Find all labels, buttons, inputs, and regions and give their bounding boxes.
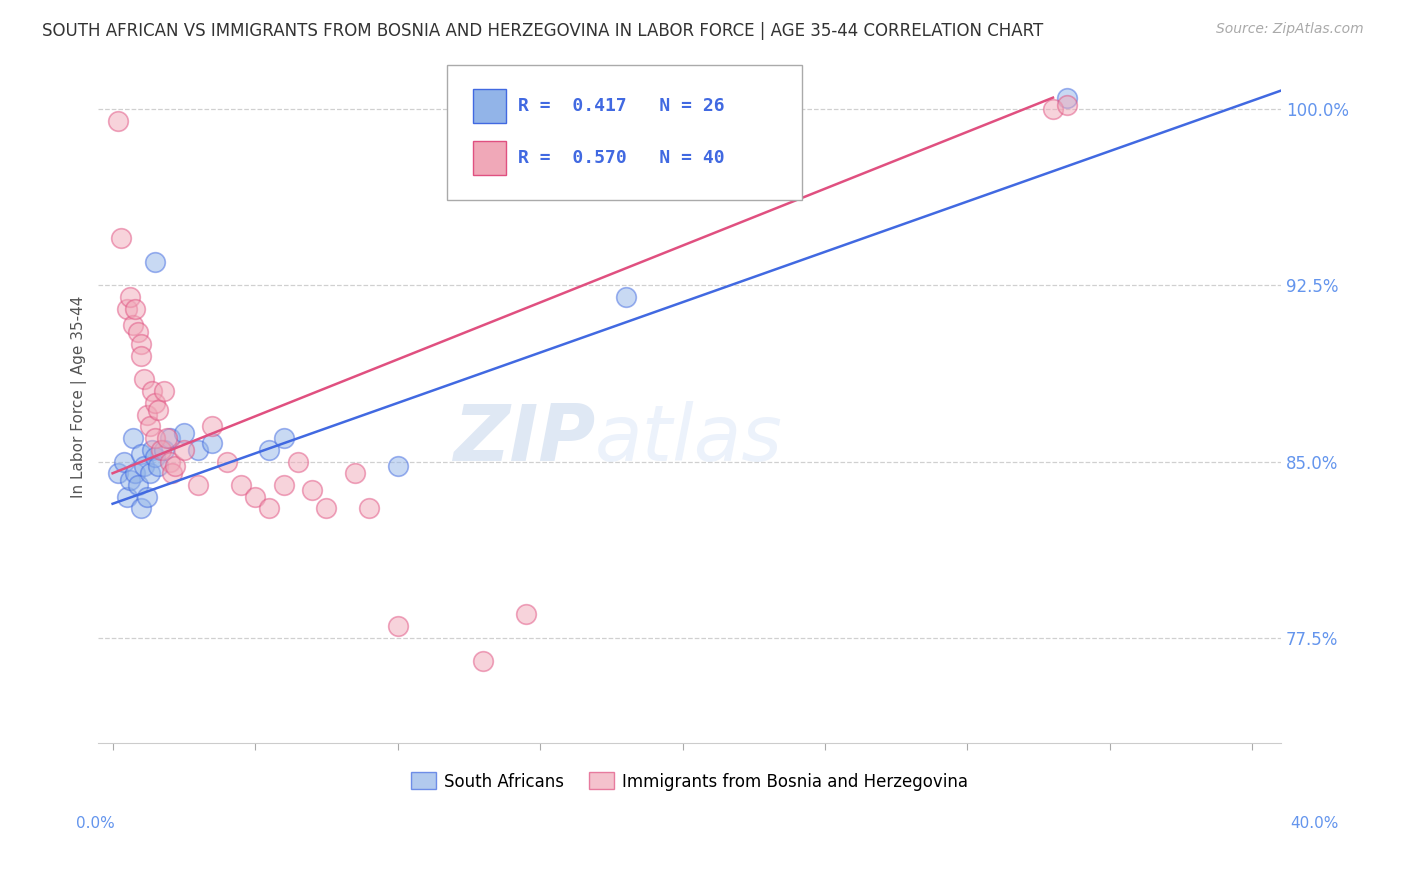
Point	[118, 290, 141, 304]
Point	[387, 619, 409, 633]
Point	[159, 454, 181, 468]
Point	[121, 318, 143, 333]
Point	[124, 467, 146, 481]
Point	[143, 396, 166, 410]
Point	[259, 442, 281, 457]
Point	[387, 459, 409, 474]
Point	[515, 607, 537, 621]
Point	[287, 454, 309, 468]
FancyBboxPatch shape	[447, 64, 801, 200]
Point	[229, 478, 252, 492]
Point	[141, 384, 163, 398]
Point	[129, 448, 152, 462]
FancyBboxPatch shape	[474, 89, 506, 123]
Point	[215, 454, 238, 468]
Point	[141, 442, 163, 457]
Point	[1042, 103, 1064, 117]
Point	[187, 478, 209, 492]
Y-axis label: In Labor Force | Age 35-44: In Labor Force | Age 35-44	[72, 296, 87, 498]
Point	[201, 419, 224, 434]
Point	[1056, 90, 1078, 104]
Point	[132, 459, 155, 474]
Point	[173, 442, 195, 457]
Point	[135, 490, 157, 504]
Point	[273, 431, 295, 445]
Point	[148, 402, 170, 417]
Point	[138, 467, 160, 481]
Point	[135, 408, 157, 422]
Point	[614, 290, 637, 304]
Point	[148, 459, 170, 474]
Point	[165, 459, 187, 474]
Point	[143, 431, 166, 445]
Point	[315, 501, 337, 516]
Point	[153, 442, 176, 457]
Point	[115, 490, 138, 504]
Point	[143, 450, 166, 464]
Text: ZIP: ZIP	[453, 401, 595, 476]
Point	[107, 467, 129, 481]
Text: 0.0%: 0.0%	[76, 816, 115, 831]
Point	[118, 473, 141, 487]
Legend: South Africans, Immigrants from Bosnia and Herzegovina: South Africans, Immigrants from Bosnia a…	[404, 765, 976, 797]
Point	[357, 501, 380, 516]
Point	[153, 384, 176, 398]
Text: 40.0%: 40.0%	[1291, 816, 1339, 831]
Text: SOUTH AFRICAN VS IMMIGRANTS FROM BOSNIA AND HERZEGOVINA IN LABOR FORCE | AGE 35-: SOUTH AFRICAN VS IMMIGRANTS FROM BOSNIA …	[42, 22, 1043, 40]
Text: R =  0.570   N = 40: R = 0.570 N = 40	[519, 149, 725, 167]
Point	[129, 349, 152, 363]
Point	[156, 431, 179, 445]
Point	[132, 372, 155, 386]
Point	[127, 478, 149, 492]
Point	[201, 435, 224, 450]
Point	[127, 326, 149, 340]
Point	[1056, 97, 1078, 112]
Point	[112, 454, 135, 468]
Point	[138, 419, 160, 434]
Text: R =  0.417   N = 26: R = 0.417 N = 26	[519, 97, 725, 115]
Point	[150, 442, 173, 457]
Point	[162, 467, 184, 481]
Point	[343, 467, 366, 481]
FancyBboxPatch shape	[474, 141, 506, 176]
Text: Source: ZipAtlas.com: Source: ZipAtlas.com	[1216, 22, 1364, 37]
Point	[107, 114, 129, 128]
Point	[159, 431, 181, 445]
Point	[129, 501, 152, 516]
Point	[129, 337, 152, 351]
Point	[124, 301, 146, 316]
Text: atlas: atlas	[595, 401, 783, 476]
Point	[472, 654, 495, 668]
Point	[173, 426, 195, 441]
Point	[243, 490, 266, 504]
Point	[259, 501, 281, 516]
Point	[143, 255, 166, 269]
Point	[301, 483, 323, 497]
Point	[273, 478, 295, 492]
Point	[187, 442, 209, 457]
Point	[115, 301, 138, 316]
Point	[110, 231, 132, 245]
Point	[121, 431, 143, 445]
